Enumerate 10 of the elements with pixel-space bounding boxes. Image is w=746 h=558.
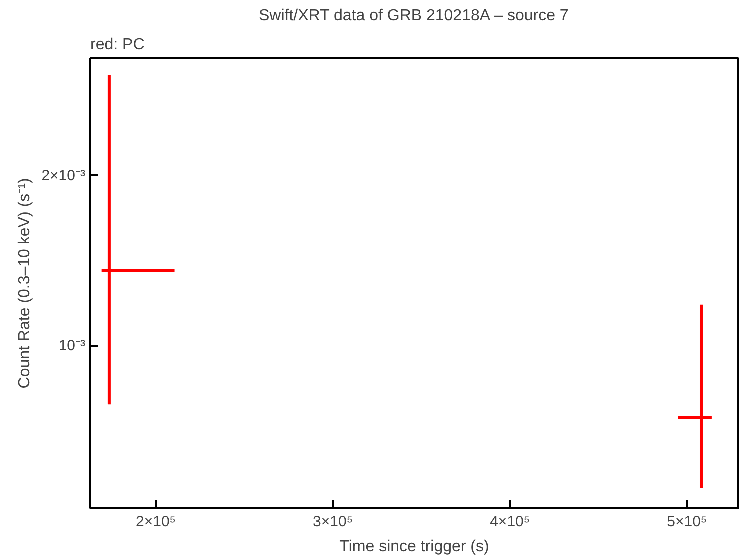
x-tick-label: 3×10⁵: [313, 514, 354, 530]
y-tick-label: 2×10⁻³: [42, 167, 86, 184]
text: red: PC: [90, 36, 145, 54]
x-tick-label: 4×10⁵: [490, 514, 530, 530]
y-axis-title: Count Rate (0.3–10 keV) (s⁻¹): [16, 178, 34, 389]
x-tick-label: 2×10⁵: [136, 514, 176, 530]
x-tick-label: 5×10⁵: [667, 514, 708, 530]
x-axis-title: Time since trigger (s): [340, 538, 490, 556]
chart-title: Swift/XRT data of GRB 210218A – source 7: [259, 8, 569, 24]
y-tick-label: 10⁻³: [58, 338, 86, 355]
